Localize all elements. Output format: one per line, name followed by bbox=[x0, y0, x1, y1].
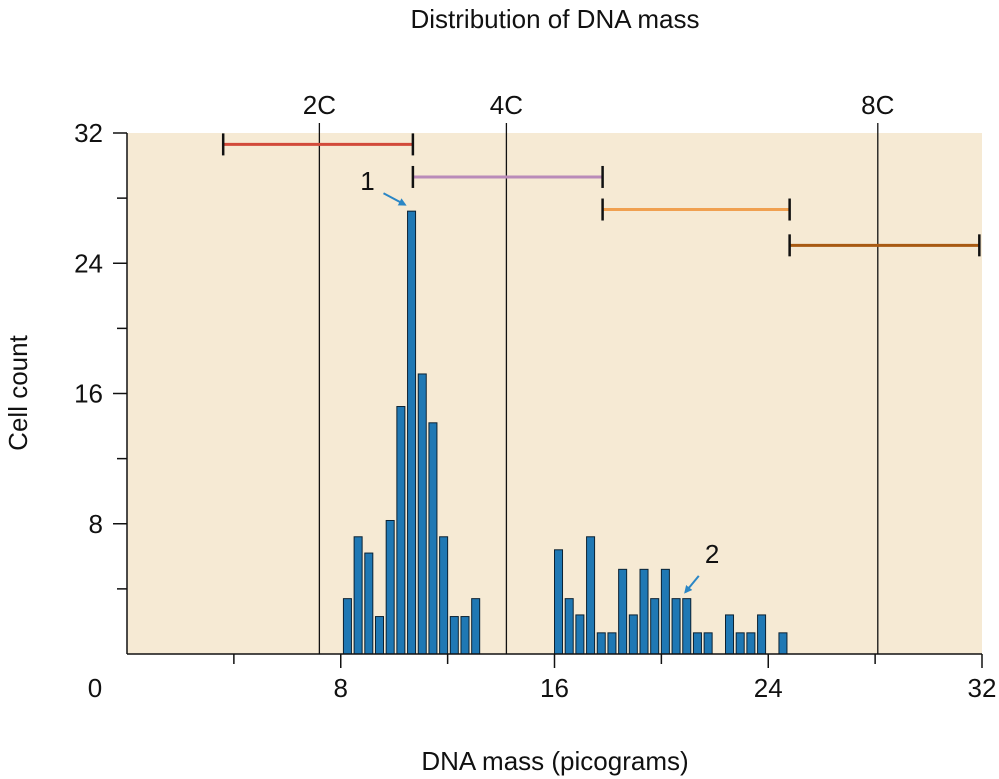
x-tick-label: 24 bbox=[754, 673, 783, 703]
histogram-bar bbox=[353, 536, 363, 655]
histogram-bar bbox=[374, 616, 384, 655]
annotation-arrow-1 bbox=[383, 192, 407, 206]
histogram-bar bbox=[746, 632, 756, 655]
range-bar-4 bbox=[788, 234, 981, 257]
histogram-bar bbox=[407, 210, 417, 655]
histogram-bar bbox=[342, 598, 352, 655]
histogram-bar bbox=[596, 632, 606, 655]
histogram-bar bbox=[692, 632, 702, 655]
histogram-bar bbox=[586, 536, 596, 655]
histogram-bar bbox=[660, 568, 670, 655]
histogram-bar bbox=[671, 598, 681, 655]
annotation-label-1: 1 bbox=[360, 166, 374, 196]
histogram-bar bbox=[735, 632, 745, 655]
y-tick-label: 8 bbox=[89, 509, 103, 539]
ploidy-label-4c: 4C bbox=[490, 90, 523, 120]
annotation-arrow-2 bbox=[684, 575, 700, 594]
x-tick-label: 8 bbox=[334, 673, 348, 703]
y-tick-label: 32 bbox=[74, 118, 103, 148]
y-tick-label: 16 bbox=[74, 379, 103, 409]
ploidy-label-8c: 8C bbox=[861, 90, 894, 120]
histogram-bar bbox=[385, 519, 395, 655]
histogram-bar bbox=[428, 422, 438, 655]
histogram-bar bbox=[682, 598, 692, 655]
histogram-bar bbox=[628, 614, 638, 655]
ploidy-label-2c: 2C bbox=[303, 90, 336, 120]
histogram-bar bbox=[439, 536, 449, 655]
annotation-label-2: 2 bbox=[705, 539, 719, 569]
histogram-bar bbox=[554, 549, 564, 655]
chart-title: Distribution of DNA mass bbox=[411, 4, 700, 34]
histogram-bar bbox=[575, 614, 585, 655]
histogram-bar bbox=[460, 616, 470, 655]
x-tick-label: 0 bbox=[88, 673, 102, 703]
histogram-bar bbox=[607, 632, 617, 655]
histogram-bar bbox=[396, 406, 406, 655]
histogram-bar bbox=[725, 614, 735, 655]
histogram-bar bbox=[471, 598, 481, 655]
range-bar-1 bbox=[221, 133, 415, 156]
histogram-bar bbox=[417, 373, 427, 655]
y-axis-label: Cell count bbox=[3, 334, 33, 450]
histogram-bar bbox=[639, 568, 649, 655]
range-bar-2 bbox=[411, 165, 604, 188]
histogram-bar bbox=[703, 632, 713, 655]
x-tick-label: 16 bbox=[540, 673, 569, 703]
histogram-bar bbox=[618, 568, 628, 655]
histogram-bar bbox=[564, 598, 574, 655]
histogram-bar bbox=[364, 552, 374, 655]
x-tick-label: 32 bbox=[968, 673, 997, 703]
histogram-bar bbox=[757, 614, 767, 655]
range-bar-3 bbox=[601, 198, 791, 221]
y-tick-label: 24 bbox=[74, 248, 103, 278]
histogram-bar bbox=[449, 616, 459, 655]
histogram-bar bbox=[650, 598, 660, 655]
x-axis-label: DNA mass (picograms) bbox=[421, 746, 688, 776]
histogram-bar bbox=[778, 632, 788, 655]
